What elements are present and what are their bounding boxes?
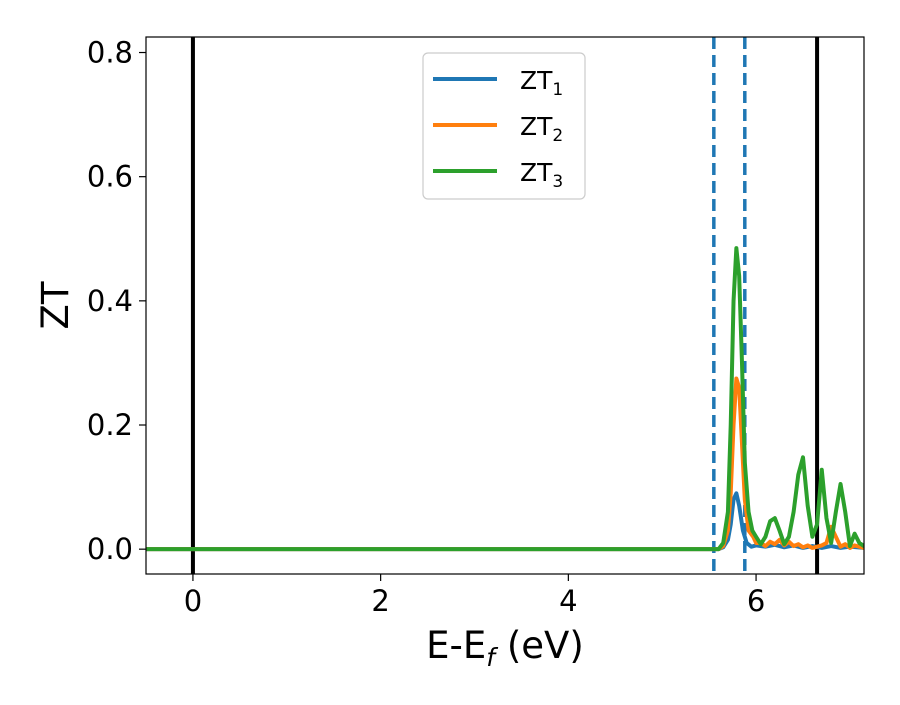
y-axis-label: ZT: [34, 281, 77, 329]
series-line-3: [146, 246, 864, 552]
x-tick-label-0: 0: [184, 584, 202, 618]
legend-label-3: ZT3: [520, 158, 563, 192]
y-tick-label-1: 0.2: [87, 408, 133, 442]
legend-label-main-3: ZT: [520, 158, 553, 187]
x-tick-label-1: 2: [371, 584, 389, 618]
legend-box: [422, 52, 586, 200]
x-tick-label-2: 4: [559, 584, 577, 618]
legend-label-main-2: ZT: [520, 112, 553, 141]
legend-label-sub-3: 3: [552, 172, 563, 192]
x-axis-label: E-Ef (eV): [426, 624, 584, 672]
legend-label-2: ZT2: [520, 112, 563, 146]
x-axis-label-tail: (eV): [495, 624, 584, 667]
x-axis-label-main: E-E: [426, 624, 486, 667]
y-tick-label-3: 0.6: [87, 160, 133, 194]
legend-label-main-1: ZT: [520, 66, 553, 95]
y-tick-label-2: 0.4: [87, 284, 133, 318]
y-tick-label-0: 0.0: [87, 532, 133, 566]
plot-area: [146, 37, 864, 574]
legend-label-sub-2: 2: [552, 126, 563, 146]
series-line-1: [146, 491, 864, 552]
x-tick-label-3: 6: [747, 584, 765, 618]
legend-label-sub-1: 1: [552, 80, 563, 100]
legend-label-1: ZT1: [520, 66, 563, 100]
y-tick-label-4: 0.8: [87, 36, 133, 70]
plot-frame: [145, 36, 865, 575]
series-line-2: [146, 376, 864, 552]
